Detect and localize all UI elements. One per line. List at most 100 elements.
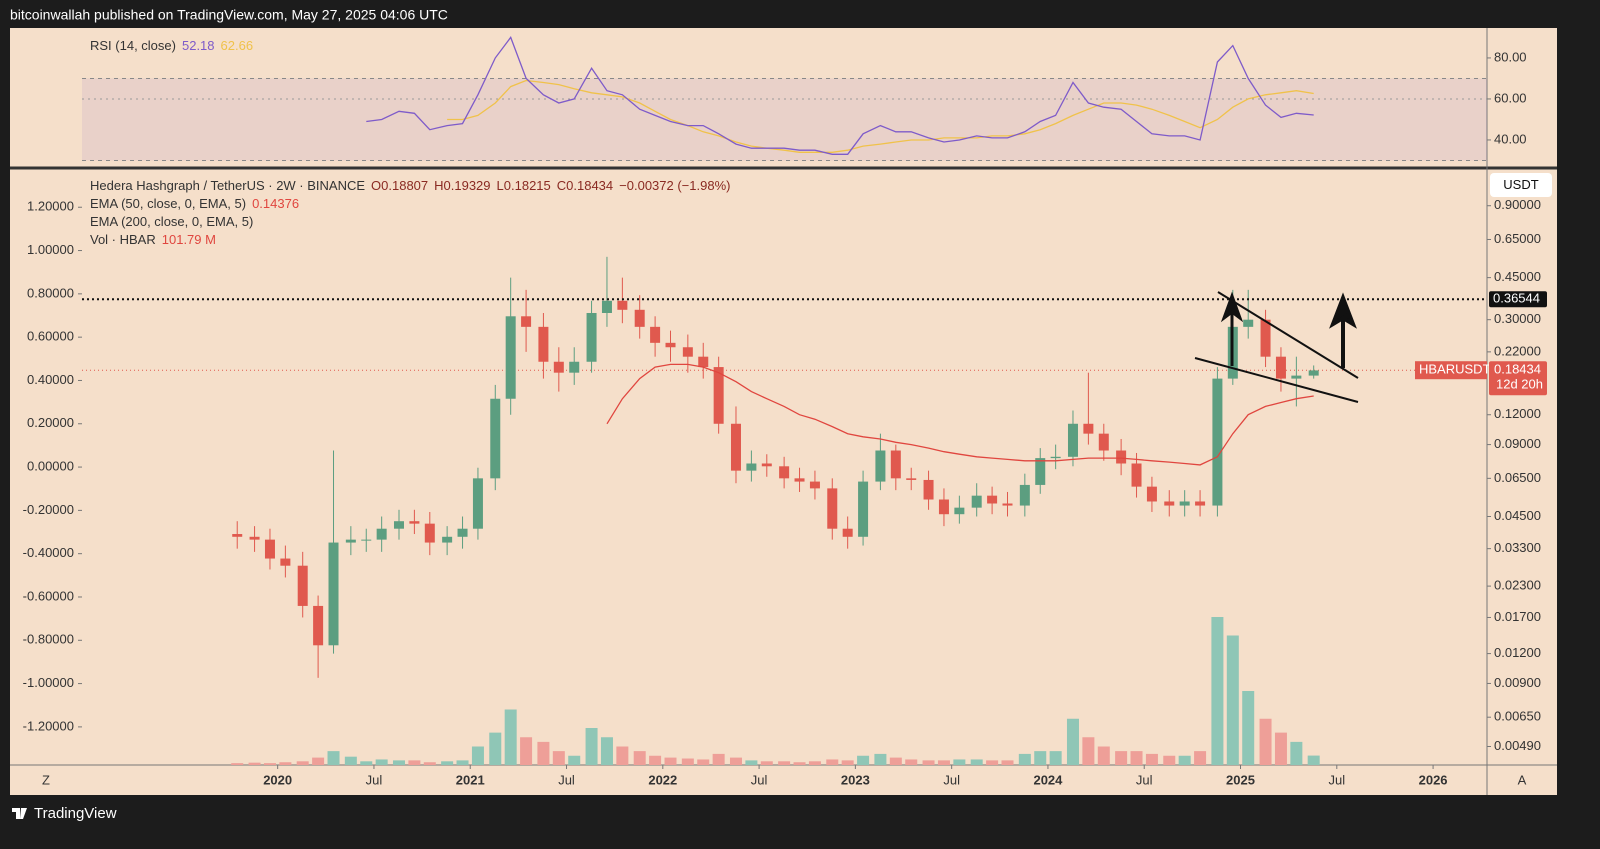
y-tick-label: 0.65000: [1494, 231, 1541, 246]
volume-bar: [1178, 755, 1191, 765]
y-tick-label: 0.00650: [1494, 709, 1541, 724]
rsi-ma-line: [447, 79, 1314, 153]
volume-bar: [312, 757, 325, 765]
candle-body: [361, 539, 372, 541]
volume-bar: [1307, 755, 1320, 765]
x-tick-label: Jul: [558, 772, 575, 787]
candle-body: [1146, 486, 1157, 502]
countdown: 12d 20h: [1496, 377, 1543, 392]
candle-body: [586, 312, 597, 362]
candle-body: [1260, 319, 1271, 357]
level-label: 0.36544: [1493, 291, 1540, 306]
volume-bar: [441, 761, 454, 765]
volume-bar: [1274, 732, 1287, 765]
x-tick-label: 2023: [841, 772, 870, 787]
x-tick-label: 2021: [456, 772, 485, 787]
y-tick-label: 0.45000: [1494, 269, 1541, 284]
volume-bar: [392, 760, 405, 765]
volume-bar: [1034, 751, 1047, 765]
volume-bar: [552, 751, 565, 765]
candle-body: [1002, 503, 1013, 506]
candle-body: [1243, 319, 1254, 327]
candle-body: [1291, 375, 1302, 379]
y2-tick-label: 1.00000: [27, 242, 74, 257]
candle-body: [730, 423, 741, 471]
volume-bar: [1242, 691, 1255, 765]
volume-bar: [1001, 760, 1014, 765]
logo: TradingView: [34, 805, 117, 822]
y2-tick-label: 0.80000: [27, 285, 74, 300]
volume-bar: [537, 741, 550, 765]
indicator-value: 101.79 M: [161, 232, 216, 247]
x-tick-label: Jul: [943, 772, 960, 787]
candle-body: [1212, 378, 1223, 506]
rsi-legend: RSI (14, close) 52.18 62.66: [90, 38, 259, 53]
candle-body: [1098, 433, 1109, 451]
y-tick-label: 0.00490: [1494, 738, 1541, 753]
volume-bar: [1082, 737, 1095, 765]
volume-bar: [889, 757, 902, 765]
candle-body: [538, 326, 549, 362]
volume-bar: [681, 758, 694, 765]
volume-bar: [793, 762, 806, 765]
y2-tick-label: -1.20000: [23, 718, 74, 733]
y-tick-label: 0.90000: [1494, 197, 1541, 212]
candle-body: [490, 398, 501, 479]
volume-bar: [937, 760, 950, 765]
rsi-ma-value: 62.66: [220, 38, 254, 53]
volume-bar: [1163, 755, 1176, 765]
candle-body: [682, 347, 693, 357]
ohlc-value: O0.18807: [371, 178, 429, 193]
candle-body: [634, 309, 645, 327]
y-tick-label: 0.22000: [1494, 343, 1541, 358]
rsi-band: [82, 78, 1487, 161]
y2-tick-label: -0.80000: [23, 632, 74, 647]
candle-body: [1035, 458, 1046, 485]
volume-bar: [248, 762, 261, 765]
level-badge: [1489, 291, 1547, 308]
volume-bar: [489, 732, 502, 765]
volume-bar: [263, 763, 276, 765]
indicator-value: 0.14376: [252, 196, 300, 211]
volume-bar: [1290, 741, 1303, 765]
volume-bar: [585, 728, 598, 765]
candle-body: [713, 367, 724, 424]
candle-body: [601, 300, 612, 313]
rsi-value: 52.18: [181, 38, 215, 53]
indicator-name: Vol · HBAR: [90, 232, 156, 247]
axis-button[interactable]: Z: [42, 772, 50, 787]
arrow: [1329, 292, 1357, 368]
candle-body: [232, 534, 243, 537]
volume-bar: [471, 746, 484, 765]
y-tick-label: 0.04500: [1494, 508, 1541, 523]
volume-bar: [423, 762, 436, 765]
candle-body: [827, 488, 838, 529]
volume-bar: [857, 755, 870, 765]
axis-button[interactable]: A: [1518, 772, 1527, 787]
y2-tick-label: -0.20000: [23, 502, 74, 517]
candle-body: [264, 539, 275, 559]
candle-body: [954, 507, 965, 515]
candle-body: [328, 542, 339, 646]
volume-bar: [712, 753, 725, 765]
y-tick-label: 0.01200: [1494, 645, 1541, 660]
candle-body: [971, 495, 982, 508]
indicator-legend: EMA (200, close, 0, EMA, 5): [90, 214, 259, 229]
volume-bar: [279, 762, 292, 765]
volume-bar: [808, 761, 821, 765]
rsi-line: [366, 36, 1314, 155]
y-tick-label: 0.03300: [1494, 540, 1541, 555]
volume-bar: [745, 760, 758, 765]
ohlc-value: C0.18434: [556, 178, 614, 193]
currency-button[interactable]: USDT: [1490, 173, 1552, 197]
volume-bar: [456, 760, 469, 765]
candle-body: [553, 361, 564, 373]
x-tick-label: Jul: [751, 772, 768, 787]
ohlc-value: H0.19329: [434, 178, 491, 193]
volume-bar: [327, 751, 340, 765]
candle-body: [569, 361, 580, 373]
trendline: [1194, 357, 1359, 403]
candle-body: [938, 499, 949, 515]
volume-bar: [649, 755, 662, 765]
